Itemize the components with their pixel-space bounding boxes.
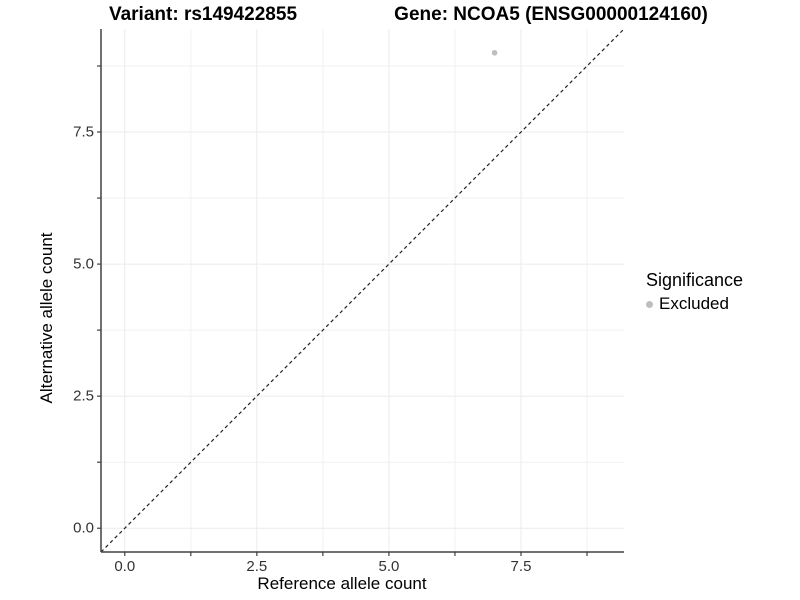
legend-key-dot	[646, 300, 653, 308]
plot-panel	[97, 28, 625, 556]
legend-item-label: Excluded	[659, 294, 729, 313]
y-tick-label: 2.5	[73, 387, 94, 405]
y-tick-label: 5.0	[73, 255, 94, 273]
x-axis-title: Reference allele count	[257, 574, 427, 593]
x-tick-label: 7.5	[510, 558, 532, 575]
data-point	[491, 49, 498, 56]
y-tick-label: 7.5	[73, 123, 94, 141]
x-tick-label: 5.0	[378, 558, 400, 575]
plot-title-variant: Variant: rs149422855	[108, 4, 298, 25]
plot-title-gene: Gene: NCOA5 (ENSG00000124160)	[394, 4, 708, 25]
legend: Significance Excluded	[646, 270, 743, 314]
legend-item-excluded: Excluded	[646, 294, 743, 314]
legend-title: Significance	[646, 270, 744, 290]
x-tick-label: 0.0	[114, 558, 136, 575]
identity-dashed-line	[100, 28, 625, 553]
x-tick-label: 2.5	[246, 558, 268, 575]
y-tick-label: 0.0	[73, 519, 94, 537]
y-axis-title: Alternative allele count	[37, 232, 56, 404]
